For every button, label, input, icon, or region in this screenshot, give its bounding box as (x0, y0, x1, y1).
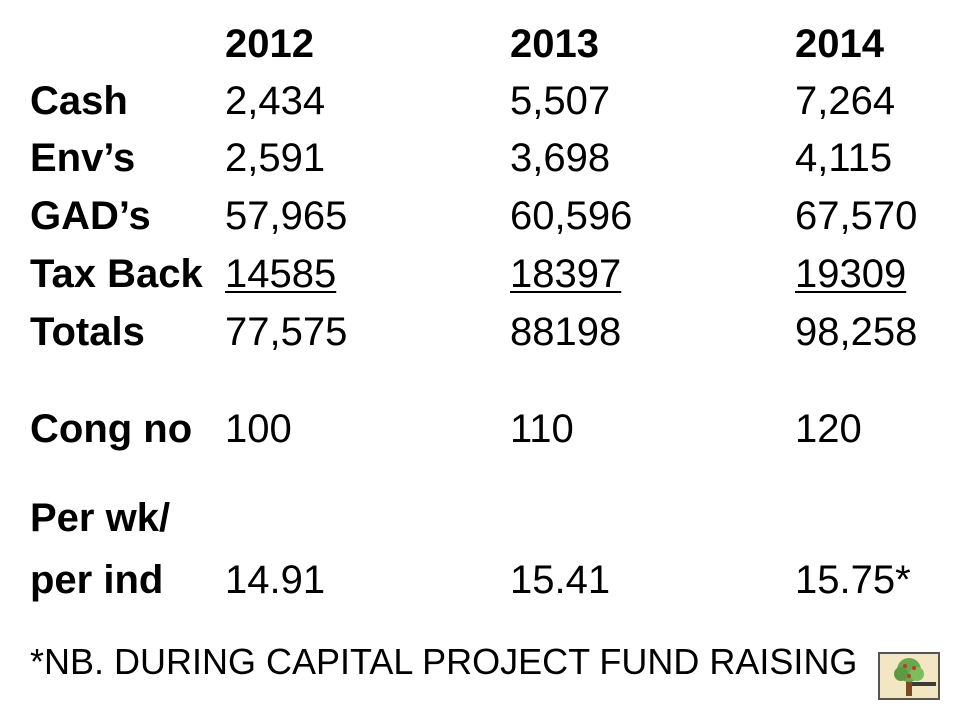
year-header-2014: 2014 (795, 22, 884, 66)
cash-2014: 7,264 (795, 79, 896, 123)
cong-no-2014: 120 (795, 407, 862, 451)
cash-2013: 5,507 (510, 79, 611, 123)
tax-back-2012: 14585 (225, 252, 337, 296)
envs-2014: 4,115 (795, 136, 893, 180)
per-ind-2013: 15.41 (510, 558, 611, 602)
gads-2012: 57,965 (225, 194, 348, 238)
totals-2013: 88198 (510, 310, 622, 354)
row-label-cong-no: Cong no (30, 407, 193, 451)
row-label-gads: GAD’s (30, 194, 151, 238)
totals-2012: 77,575 (225, 310, 348, 354)
per-ind-2014: 15.75* (795, 558, 911, 602)
per-ind-2012: 14.91 (225, 558, 326, 602)
row-label-tax-back: Tax Back (30, 252, 203, 296)
cash-2012: 2,434 (225, 79, 326, 123)
tax-back-2014: 19309 (795, 252, 907, 296)
year-header-2012: 2012 (225, 22, 314, 66)
totals-2014: 98,258 (795, 310, 918, 354)
row-label-per-wk: Per wk/ (30, 496, 171, 540)
row-label-per-ind: per ind (30, 558, 164, 602)
envs-2013: 3,698 (510, 136, 611, 180)
tree-icon (894, 658, 936, 696)
cong-no-2013: 110 (510, 407, 574, 451)
row-label-cash: Cash (30, 79, 128, 123)
year-header-2013: 2013 (510, 22, 599, 66)
row-label-envs: Env’s (30, 136, 136, 180)
row-label-totals: Totals (30, 310, 145, 354)
cong-no-2012: 100 (225, 407, 292, 451)
gads-2013: 60,596 (510, 194, 633, 238)
tree-logo (878, 652, 940, 700)
envs-2012: 2,591 (225, 136, 326, 180)
tax-back-2013: 18397 (510, 252, 622, 296)
gads-2014: 67,570 (795, 194, 918, 238)
footnote: *NB. DURING CAPITAL PROJECT FUND RAISING (30, 641, 858, 682)
